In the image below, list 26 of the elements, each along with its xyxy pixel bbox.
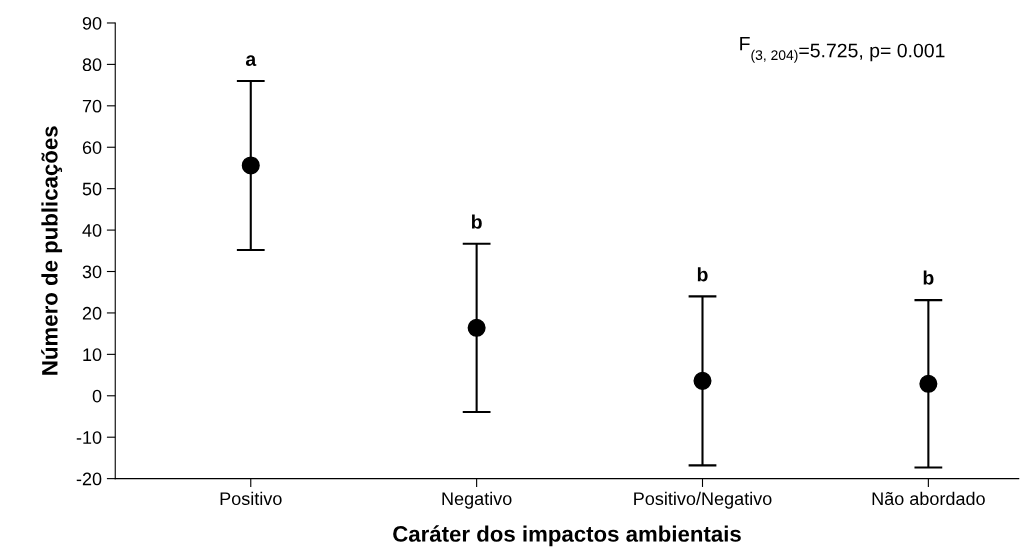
y-tick-label: 30 <box>82 265 102 279</box>
y-tick-label: 60 <box>82 141 102 154</box>
x-tick-label: Positivo <box>220 491 282 506</box>
x-tick-label: Não abordado <box>872 491 985 506</box>
annotation: b <box>697 267 708 282</box>
point <box>241 156 260 175</box>
annotation: a <box>245 55 257 67</box>
y-tick-label: -20 <box>76 472 102 486</box>
y-tick-label: 0 <box>92 389 102 403</box>
y-tick-label: 10 <box>83 348 102 362</box>
y-tick-label: 70 <box>82 99 102 113</box>
point <box>467 318 486 337</box>
y-tick-label: 40 <box>82 224 102 237</box>
x-tick-label: Positivo/Negativo <box>634 491 772 509</box>
y-tick-label: 90 <box>82 16 102 30</box>
y-tick-label: 80 <box>82 58 102 72</box>
annotation: b <box>471 214 482 229</box>
y-axis-title: Número de publicações <box>41 126 63 375</box>
y-tick-label: 20 <box>82 306 102 320</box>
point <box>919 374 938 393</box>
y-tick-label: -10 <box>76 431 102 444</box>
x-axis-title: Caráter dos impactos ambientais <box>393 525 741 547</box>
point <box>693 371 712 390</box>
annotation: b <box>923 270 934 285</box>
y-tick-label: 50 <box>82 182 102 196</box>
x-tick-label: Negativo <box>442 491 512 509</box>
